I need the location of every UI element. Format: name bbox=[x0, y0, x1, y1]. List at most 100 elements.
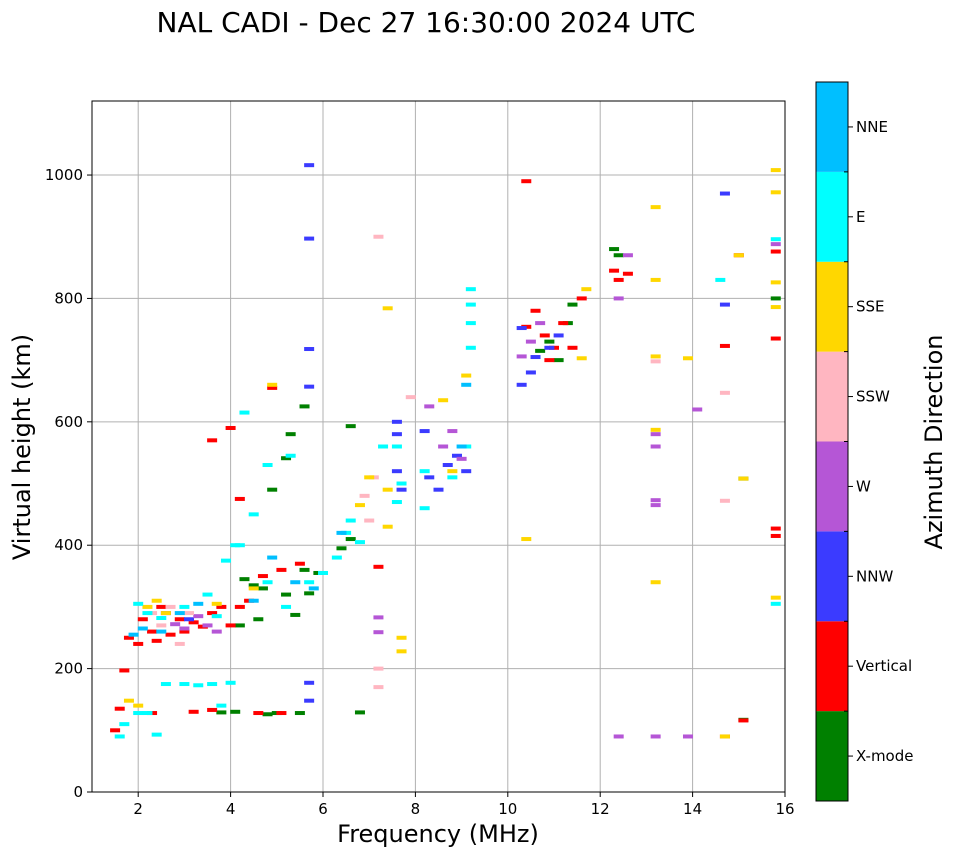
data-point bbox=[733, 253, 744, 258]
data-point bbox=[382, 524, 393, 529]
data-point bbox=[622, 253, 633, 258]
data-point bbox=[544, 345, 555, 350]
series-x-mode bbox=[216, 247, 781, 722]
data-point bbox=[650, 498, 661, 503]
data-point bbox=[147, 629, 158, 634]
data-point bbox=[424, 404, 435, 409]
data-point bbox=[544, 339, 555, 344]
data-point bbox=[290, 612, 301, 617]
data-point bbox=[179, 629, 190, 634]
data-point bbox=[451, 453, 462, 458]
data-point bbox=[318, 570, 328, 575]
x-axis-label: Frequency (MHz) bbox=[337, 820, 539, 848]
data-point bbox=[622, 271, 633, 276]
data-point bbox=[715, 277, 726, 282]
data-point bbox=[174, 617, 185, 622]
data-point bbox=[308, 586, 319, 591]
data-point bbox=[535, 348, 546, 353]
data-point bbox=[281, 592, 292, 597]
data-point bbox=[354, 503, 365, 508]
data-point bbox=[770, 305, 781, 310]
data-point bbox=[345, 537, 356, 542]
data-point bbox=[682, 734, 693, 739]
data-point bbox=[142, 611, 153, 616]
colorbar-segment bbox=[816, 261, 848, 352]
y-tick-label: 800 bbox=[54, 289, 83, 307]
data-point bbox=[354, 540, 365, 545]
data-point bbox=[267, 385, 278, 390]
data-point bbox=[719, 390, 730, 395]
data-point bbox=[160, 611, 171, 616]
data-point bbox=[391, 469, 402, 474]
data-point bbox=[770, 336, 781, 341]
data-point bbox=[521, 179, 532, 184]
colorbar-tick-label: NNE bbox=[856, 118, 888, 136]
data-point bbox=[211, 601, 222, 606]
y-tick-label: 200 bbox=[54, 660, 83, 678]
data-point bbox=[234, 604, 245, 609]
data-point bbox=[304, 347, 315, 352]
data-point bbox=[193, 614, 204, 619]
data-point bbox=[151, 638, 162, 643]
colorbar: X-mode Vertical NNW W SSW SSE E NNE bbox=[815, 81, 913, 802]
data-point bbox=[465, 345, 476, 350]
data-point bbox=[461, 469, 472, 474]
data-point bbox=[248, 586, 259, 591]
data-point bbox=[650, 277, 661, 282]
data-point bbox=[719, 734, 730, 739]
data-point bbox=[207, 682, 218, 687]
data-point bbox=[281, 456, 292, 461]
data-point bbox=[461, 373, 472, 378]
data-point bbox=[304, 384, 315, 389]
data-point bbox=[299, 567, 310, 572]
data-point bbox=[225, 623, 236, 628]
data-point bbox=[465, 321, 476, 326]
data-point bbox=[188, 709, 199, 714]
data-point bbox=[382, 306, 393, 311]
data-point bbox=[239, 410, 250, 415]
data-point bbox=[525, 370, 536, 375]
data-point bbox=[558, 321, 569, 326]
data-point bbox=[650, 444, 661, 449]
data-point bbox=[516, 382, 527, 387]
data-point bbox=[447, 429, 458, 434]
data-point bbox=[553, 333, 564, 338]
y-axis-label: Virtual height (km) bbox=[8, 334, 36, 560]
data-point bbox=[336, 530, 347, 535]
data-point bbox=[253, 617, 264, 622]
data-point bbox=[202, 592, 213, 597]
data-point bbox=[193, 601, 204, 606]
data-point bbox=[276, 711, 287, 716]
series-nne bbox=[128, 382, 472, 637]
data-point bbox=[465, 287, 476, 292]
data-point bbox=[770, 242, 781, 247]
data-point bbox=[225, 425, 236, 430]
data-point bbox=[345, 424, 356, 429]
data-point bbox=[267, 487, 278, 492]
data-point bbox=[179, 604, 190, 609]
data-point bbox=[770, 280, 781, 285]
data-point bbox=[613, 296, 624, 301]
data-point bbox=[456, 444, 467, 449]
data-point bbox=[373, 630, 384, 635]
data-point bbox=[225, 680, 236, 685]
colorbar-tick-label: NNW bbox=[856, 567, 893, 585]
data-point bbox=[114, 706, 125, 711]
data-point bbox=[119, 722, 130, 727]
data-point bbox=[216, 710, 227, 715]
data-point bbox=[207, 707, 218, 712]
data-point bbox=[567, 345, 578, 350]
series-vertical bbox=[110, 179, 781, 739]
data-point bbox=[290, 580, 301, 585]
data-point bbox=[179, 626, 190, 631]
data-point bbox=[354, 710, 365, 715]
y-tick-label: 600 bbox=[54, 413, 83, 431]
y-tick-label: 0 bbox=[73, 783, 83, 801]
data-point bbox=[650, 427, 661, 432]
data-point bbox=[438, 398, 449, 403]
colorbar-segment bbox=[816, 82, 848, 172]
data-point bbox=[128, 632, 139, 637]
x-tick-label: 14 bbox=[683, 800, 702, 818]
data-point bbox=[525, 339, 536, 344]
